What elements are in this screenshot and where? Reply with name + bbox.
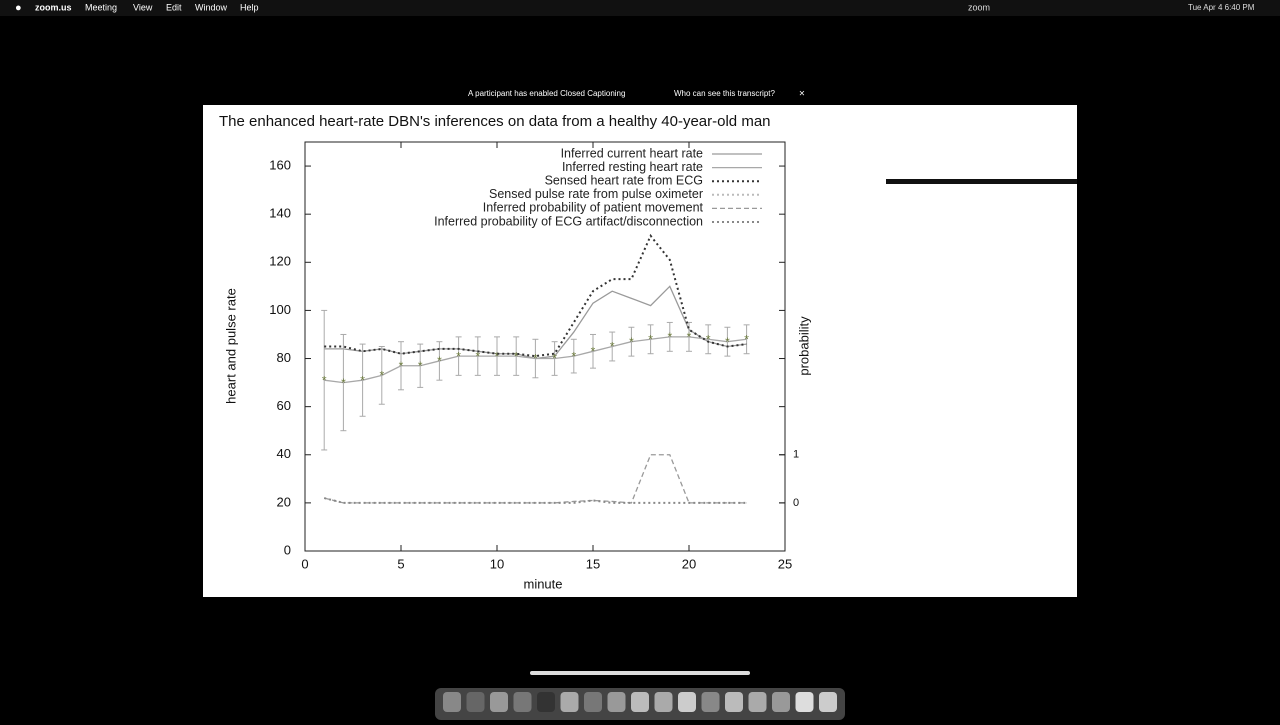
marker: * bbox=[533, 352, 538, 366]
y-axis-label: heart and pulse rate bbox=[223, 288, 238, 404]
y-tick-label: 140 bbox=[269, 206, 291, 221]
marker: * bbox=[399, 359, 404, 373]
legend-label: Sensed pulse rate from pulse oximeter bbox=[489, 187, 703, 201]
dock-icon[interactable] bbox=[795, 692, 814, 712]
plot-frame bbox=[304, 141, 786, 552]
x-tick-label: 25 bbox=[778, 556, 792, 571]
caption-link[interactable]: Who can see this transcript? bbox=[674, 89, 775, 98]
menubar bbox=[0, 0, 1280, 16]
dock-icon[interactable] bbox=[513, 692, 532, 712]
menu-item[interactable]: zoom.us bbox=[35, 2, 72, 12]
marker: * bbox=[667, 330, 672, 344]
marker: * bbox=[437, 354, 442, 368]
series-line bbox=[323, 497, 747, 504]
chart-title: The enhanced heart-rate DBN's inferences… bbox=[219, 113, 771, 130]
legend-label: Inferred current heart rate bbox=[561, 146, 703, 160]
series-line bbox=[324, 336, 747, 384]
dock-icon[interactable] bbox=[537, 692, 555, 712]
slide bbox=[203, 105, 1077, 597]
marker: * bbox=[475, 349, 480, 363]
slide-bar bbox=[886, 179, 1077, 184]
marker: * bbox=[629, 335, 634, 349]
home-indicator bbox=[530, 671, 750, 675]
marker: * bbox=[379, 369, 384, 383]
x-tick-label: 10 bbox=[490, 556, 504, 571]
menu-item[interactable]: Edit bbox=[166, 2, 182, 12]
marker: * bbox=[456, 349, 461, 363]
marker: * bbox=[514, 349, 519, 363]
marker: * bbox=[591, 344, 596, 358]
marker: * bbox=[322, 373, 327, 387]
marker: * bbox=[610, 340, 615, 354]
legend-label: Inferred resting heart rate bbox=[562, 160, 703, 174]
y2-tick-label: 1 bbox=[793, 449, 799, 461]
y-tick-label: 40 bbox=[277, 446, 291, 461]
dock-icon[interactable] bbox=[443, 692, 461, 712]
marker: * bbox=[571, 349, 576, 363]
y-tick-label: 80 bbox=[277, 350, 291, 365]
menu-item[interactable]: Help bbox=[240, 2, 259, 12]
x-tick-label: 5 bbox=[397, 556, 404, 571]
marker: * bbox=[495, 349, 500, 363]
dock-icon[interactable] bbox=[560, 692, 579, 712]
y-tick-label: 20 bbox=[277, 494, 291, 509]
marker: * bbox=[687, 330, 692, 344]
dock-icon[interactable] bbox=[631, 692, 649, 712]
dock-icon[interactable] bbox=[654, 692, 673, 712]
clock[interactable]: Tue Apr 4 6:40 PM bbox=[1188, 3, 1255, 12]
y-tick-label: 160 bbox=[269, 157, 291, 172]
x-tick-label: 15 bbox=[586, 556, 600, 571]
y-tick-label: 0 bbox=[284, 542, 291, 557]
legend-label: Inferred probability of patient movement bbox=[483, 201, 704, 215]
y-tick-label: 60 bbox=[277, 398, 291, 413]
dock-icon[interactable] bbox=[819, 692, 837, 712]
caption-banner: A participant has enabled Closed Caption… bbox=[468, 89, 625, 98]
dock-icon[interactable] bbox=[466, 692, 485, 712]
zoom-status[interactable]: zoom bbox=[968, 2, 990, 12]
dock-icon[interactable] bbox=[607, 692, 626, 712]
y2-tick-label: 0 bbox=[793, 497, 799, 509]
legend-label: Sensed heart rate from ECG bbox=[545, 173, 703, 187]
marker: * bbox=[648, 332, 653, 346]
y-tick-label: 120 bbox=[269, 254, 291, 269]
marker: * bbox=[706, 332, 711, 346]
dock-icon[interactable] bbox=[490, 692, 508, 712]
y-tick-label: 100 bbox=[269, 302, 291, 317]
marker: * bbox=[552, 352, 557, 366]
series-line bbox=[324, 233, 747, 358]
y2-axis-label: probability bbox=[796, 316, 811, 376]
marker: * bbox=[341, 376, 346, 390]
x-tick-label: 20 bbox=[682, 556, 696, 571]
marker: * bbox=[360, 373, 365, 387]
dock-icon[interactable] bbox=[678, 692, 696, 712]
menu-item[interactable]: Window bbox=[195, 2, 228, 12]
legend-label: Inferred probability of ECG artifact/dis… bbox=[434, 214, 703, 228]
x-tick-label: 0 bbox=[301, 556, 308, 571]
dock-icon[interactable] bbox=[748, 692, 767, 712]
dock-icon[interactable] bbox=[772, 692, 790, 712]
dock-icon[interactable] bbox=[725, 692, 743, 712]
close-banner[interactable]: × bbox=[799, 89, 805, 100]
apple-logo[interactable]: ● bbox=[15, 2, 22, 14]
marker: * bbox=[418, 359, 423, 373]
dock-icon[interactable] bbox=[701, 692, 720, 712]
menu-item[interactable]: View bbox=[133, 2, 153, 12]
menu-item[interactable]: Meeting bbox=[85, 2, 117, 12]
x-axis-label: minute bbox=[523, 576, 562, 591]
dock-icon[interactable] bbox=[584, 692, 602, 712]
marker: * bbox=[744, 332, 749, 346]
marker: * bbox=[725, 335, 730, 349]
